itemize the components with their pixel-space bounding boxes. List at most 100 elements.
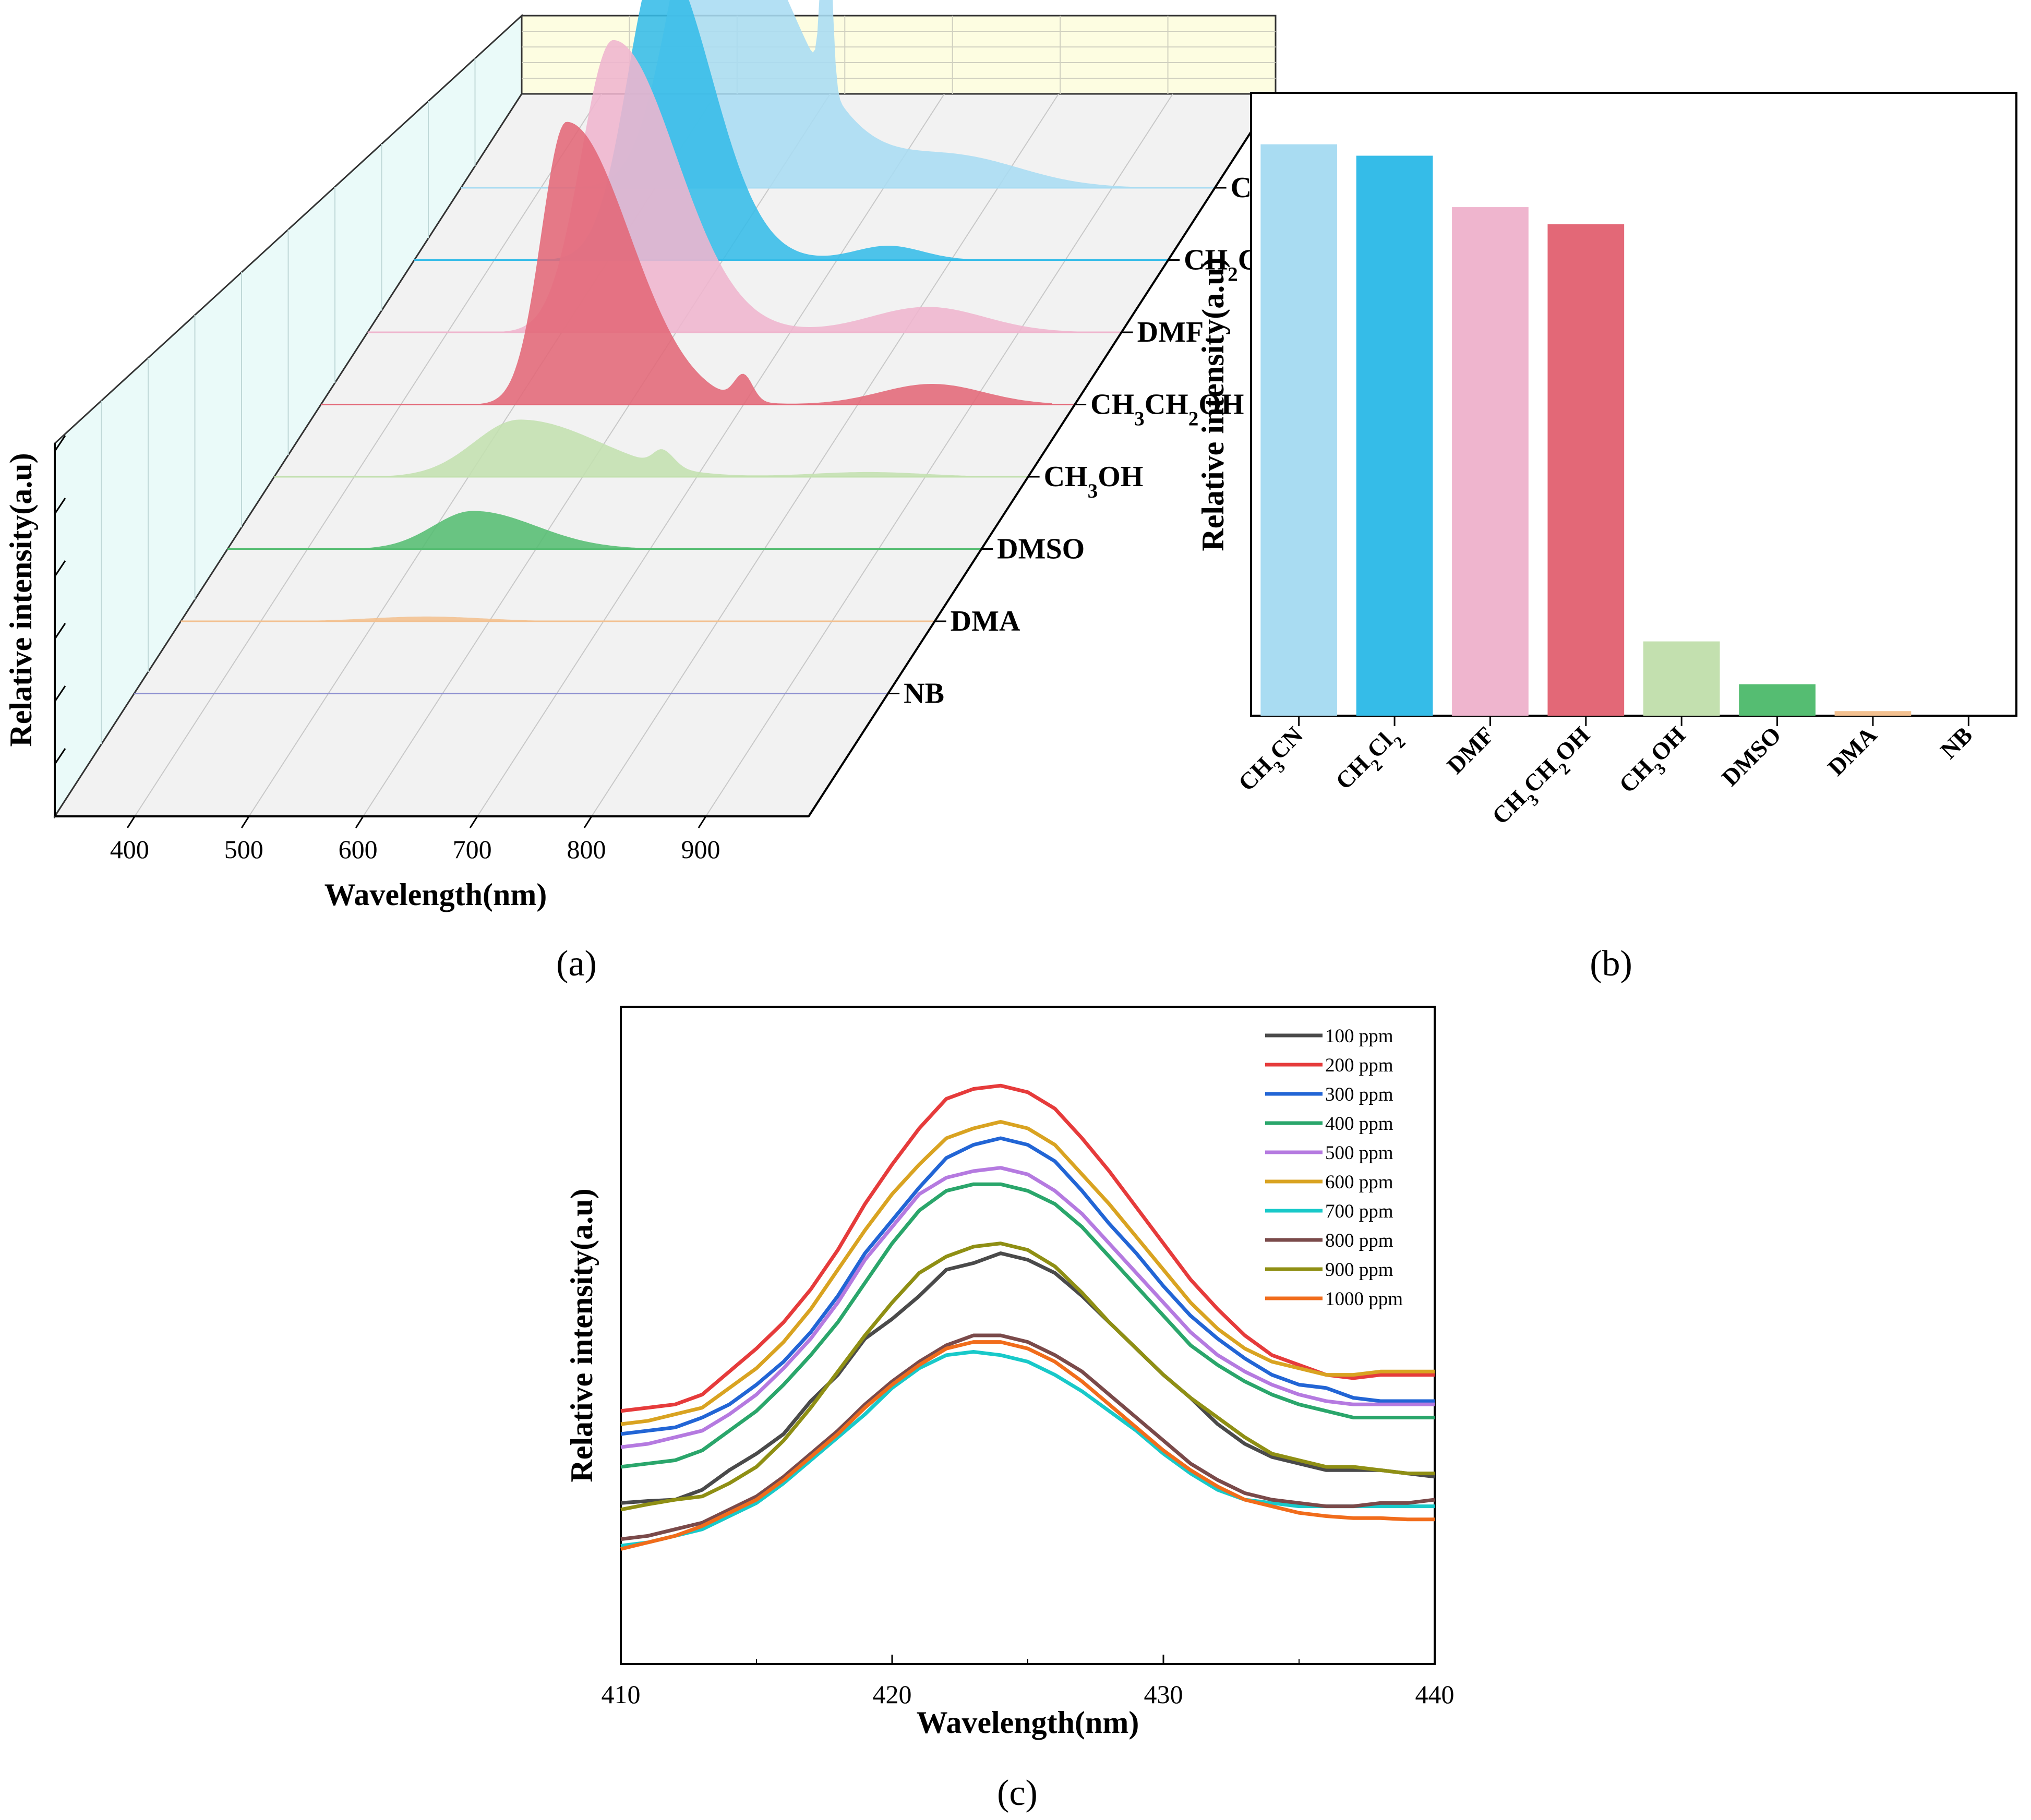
- plot-frame: [620, 1006, 1436, 1665]
- series-label-CH3OH: CH3OH: [1044, 461, 1144, 502]
- label-part: CH: [1145, 389, 1188, 421]
- series-line-1000-ppm: [620, 1340, 1435, 1551]
- depth-axis: [808, 93, 1277, 817]
- bar-CH3CN: [1260, 144, 1338, 716]
- label-part: CH: [1184, 244, 1228, 276]
- label-part: DMSO: [997, 533, 1085, 565]
- series-line-100-ppm: [620, 1251, 1435, 1505]
- label-part: CH: [1233, 752, 1278, 796]
- x-tick-label: 800: [567, 835, 606, 864]
- spectrum-area-CH3CH2OH: [378, 122, 1052, 405]
- x-tick: [355, 816, 364, 828]
- x-tick-label: 410: [602, 1680, 641, 1709]
- x-tick-label-DMSO: DMSO: [1716, 721, 1786, 791]
- y-axis-title: Relative intensity(a.u): [564, 1188, 599, 1482]
- x-tick: [469, 816, 478, 828]
- label-part: DMF: [1137, 316, 1204, 348]
- x-tick: [698, 816, 707, 828]
- label-part: NB: [1935, 721, 1977, 764]
- x-tick-label-CH3CN: CH3CN: [1233, 721, 1314, 802]
- bar-DMA: [1834, 711, 1912, 716]
- series-label-DMF: DMF: [1137, 316, 1204, 348]
- subscript: 3: [1134, 407, 1145, 430]
- series-label-DMA: DMA: [951, 605, 1020, 637]
- x-tick-label: 420: [873, 1680, 912, 1709]
- series-line-800-ppm: [620, 1333, 1435, 1541]
- x-tick-label: 600: [339, 835, 378, 864]
- label-part: CH: [1090, 389, 1134, 421]
- x-tick-label-CH3CH2OH: CH3CH2OH: [1487, 721, 1601, 835]
- label-part: CH: [1330, 750, 1375, 794]
- legend-label: 300 ppm: [1325, 1084, 1393, 1105]
- label-part: OH: [1645, 721, 1691, 767]
- series-line-300-ppm: [620, 1136, 1435, 1436]
- x-tick-label-CH2Cl2: CH2Cl2: [1330, 721, 1409, 800]
- y-axis-title: Relative intensity(a.u): [1196, 257, 1230, 551]
- x-tick-label-DMA: DMA: [1822, 721, 1882, 781]
- panel-label-c: (c): [997, 1773, 1038, 1813]
- x-tick: [241, 816, 250, 828]
- z-tick: [54, 435, 66, 452]
- bar-CH2Cl2: [1356, 155, 1433, 716]
- legend-label: 400 ppm: [1325, 1113, 1393, 1135]
- subscript: 3: [1088, 480, 1098, 502]
- spectrum-area-DMSO: [284, 511, 959, 549]
- legend-label: 700 ppm: [1325, 1201, 1393, 1222]
- label-part: DMSO: [1716, 721, 1786, 791]
- legend-label: 100 ppm: [1325, 1026, 1393, 1047]
- label-part: CH: [1614, 754, 1658, 798]
- label-part: CH: [1487, 785, 1531, 829]
- z-tick: [54, 748, 66, 765]
- spectrum-area-DMA: [238, 616, 912, 622]
- legend-label: 600 ppm: [1325, 1172, 1393, 1193]
- bar-DMF: [1452, 207, 1529, 716]
- x-axis-title: Wavelength(nm): [325, 877, 547, 912]
- x-tick-label-DMF: DMF: [1441, 721, 1499, 779]
- x-tick-label: 700: [453, 835, 492, 864]
- z-tick: [54, 685, 66, 702]
- x-tick-label: 430: [1144, 1680, 1183, 1709]
- panel-a-3d-spectra: CH3CNCH2Cl2DMFCH3CH2OHCH3OHDMSODMANB4005…: [4, 0, 1327, 912]
- label-part: OH: [1098, 461, 1143, 493]
- x-tick-label-CH3OH: CH3OH: [1614, 721, 1696, 804]
- legend-label: 200 ppm: [1325, 1055, 1393, 1076]
- x-tick: [126, 816, 136, 828]
- x-tick-label: 500: [224, 835, 263, 864]
- panel-label-a: (a): [556, 944, 597, 984]
- y-axis-title: Relative intensity(a.u): [4, 453, 38, 746]
- bar-CH3CH2OH: [1547, 224, 1625, 716]
- series-line-700-ppm: [620, 1350, 1435, 1548]
- series-line-900-ppm: [620, 1242, 1435, 1512]
- label-part: NB: [904, 678, 944, 710]
- series-label-CH3CH2OH: CH3CH2OH: [1090, 389, 1244, 430]
- series-line-600-ppm: [620, 1120, 1435, 1426]
- series-line-400-ppm: [620, 1182, 1435, 1469]
- label-part: Cl: [1362, 727, 1398, 763]
- bar-DMSO: [1739, 684, 1816, 716]
- x-axis-title: Wavelength(nm): [917, 1705, 1139, 1740]
- series-line-200-ppm: [620, 1083, 1435, 1413]
- x-tick: [583, 816, 593, 828]
- x-tick-label: 900: [681, 835, 720, 864]
- label-part: DMA: [1822, 721, 1882, 781]
- label-part: OH: [1198, 389, 1244, 421]
- x-tick-label: 440: [1415, 1680, 1455, 1709]
- x-tick-label: 400: [110, 835, 149, 864]
- floor-grid-line: [705, 93, 1173, 817]
- label-part: CH: [1044, 461, 1088, 493]
- floor-grid-line: [134, 93, 603, 817]
- legend-label: 900 ppm: [1325, 1259, 1393, 1281]
- panel-c-line-chart: 410 420 430 440 100 ppm 200 ppm 300 ppm 400 ppm…: [564, 1006, 1455, 1740]
- legend-label: 800 ppm: [1325, 1230, 1393, 1251]
- floor-grid-line: [591, 93, 1059, 817]
- series-line-500-ppm: [620, 1166, 1435, 1449]
- subscript: 2: [1228, 263, 1238, 285]
- legend-label: 1000 ppm: [1325, 1288, 1403, 1310]
- floor-grid-line: [477, 93, 945, 817]
- series-label-NB: NB: [904, 678, 944, 710]
- x-tick-label-NB: NB: [1935, 721, 1977, 764]
- legend-label: 500 ppm: [1325, 1142, 1393, 1164]
- spectrum-area-CH3OH: [331, 419, 1005, 477]
- z-tick: [54, 498, 66, 514]
